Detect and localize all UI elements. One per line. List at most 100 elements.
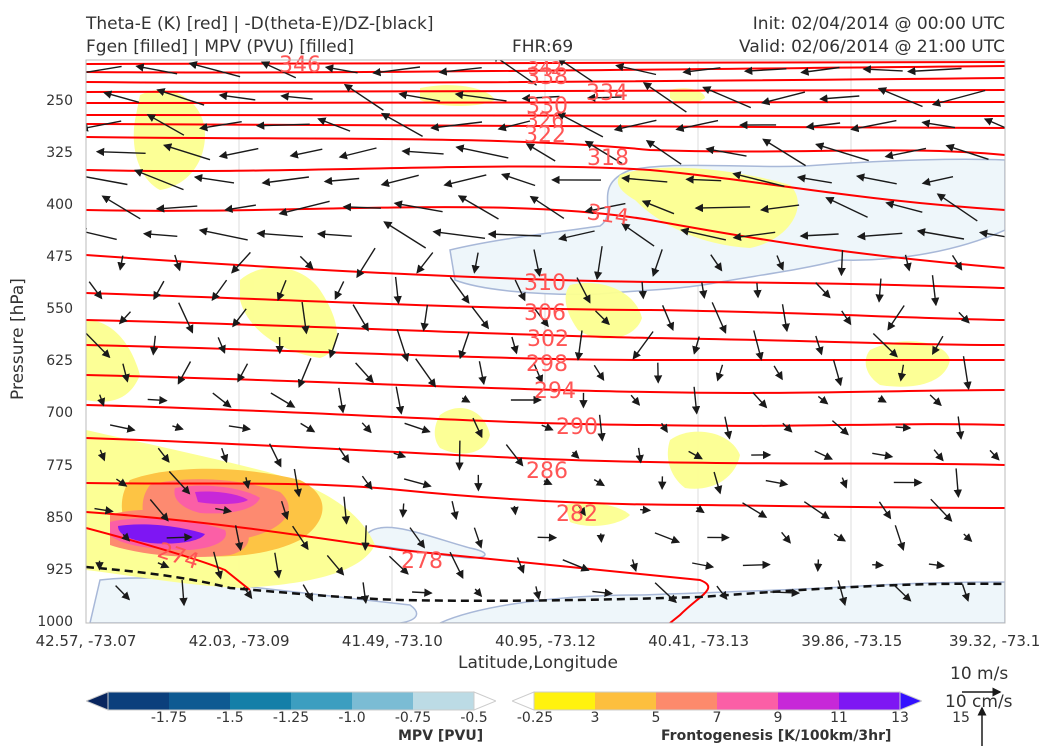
wind-vector — [316, 230, 352, 239]
wind-vector — [562, 559, 590, 572]
theta-e-label-326: 326 — [526, 108, 564, 132]
colorbar-segment — [352, 692, 414, 710]
wind-vector — [337, 387, 346, 414]
y-tick-label: 850 — [46, 509, 73, 526]
wind-vector — [635, 447, 644, 464]
wind-vector — [302, 584, 314, 602]
x-axis-label: Latitude,Longitude — [458, 653, 618, 673]
wind-vector — [592, 588, 613, 597]
x-tick-label: 41.49, -73.10 — [341, 632, 443, 650]
wind-vector — [781, 304, 790, 333]
wind-vector — [800, 66, 840, 76]
wind-vector — [878, 501, 892, 520]
y-tick-label: 400 — [46, 196, 73, 213]
wind-vector — [103, 90, 140, 103]
wind-vector — [317, 117, 351, 132]
wind-vector — [931, 89, 986, 107]
wind-vector — [215, 506, 233, 515]
wind-vector — [641, 200, 675, 215]
wind-vector — [217, 337, 226, 354]
wind-vector — [872, 560, 884, 570]
wind-vector — [661, 305, 675, 331]
wind-vector — [805, 121, 841, 131]
colorbar-segment — [108, 692, 170, 710]
wind-vector — [242, 477, 251, 490]
wind-vector — [782, 422, 793, 433]
wind-vector — [936, 193, 978, 222]
wind-vector — [166, 533, 193, 542]
wind-vector — [815, 335, 824, 356]
theta-e-label-334: 334 — [586, 81, 628, 106]
wind-vector — [688, 450, 703, 460]
colorbar-segment — [717, 692, 779, 710]
wind-vector — [334, 281, 345, 300]
wind-vector — [220, 447, 229, 464]
colorbar-tick-label: -0.25 — [516, 710, 554, 726]
wind-vector — [393, 276, 402, 305]
wind-vector — [638, 281, 647, 300]
wind-vector — [796, 174, 832, 184]
wind-vector — [432, 228, 486, 239]
colorbar-tick-label: 3 — [590, 710, 600, 726]
wind-vector — [710, 254, 723, 272]
wind-vector — [280, 500, 290, 521]
wind-vector — [630, 394, 641, 406]
wind-vector — [443, 174, 487, 188]
wind-vector — [149, 499, 169, 522]
wind-vector — [682, 67, 721, 76]
wind-vector — [695, 504, 705, 514]
colorbar-segment — [534, 692, 596, 710]
colorbar-extend-low — [86, 691, 109, 711]
wind-vector — [765, 479, 789, 488]
wind-vector — [156, 88, 205, 106]
wind-vector — [168, 471, 191, 495]
wind-vector — [837, 580, 848, 606]
y-tick-label: 775 — [46, 457, 73, 474]
plot-frame — [85, 59, 1006, 624]
wind-vector — [356, 247, 376, 279]
wind-vector — [510, 505, 519, 516]
colorbar-segment — [291, 692, 353, 710]
wind-vector — [324, 64, 358, 74]
mpv-colorbar — [86, 691, 496, 711]
theta-e-label-290: 290 — [556, 415, 598, 440]
wind-vector — [301, 301, 310, 335]
wind-vector — [753, 330, 764, 361]
wind-vector — [342, 202, 381, 212]
wind-vector — [326, 554, 345, 576]
wind-vector — [855, 173, 897, 185]
wind-vector — [231, 251, 251, 274]
wind-vector — [533, 362, 544, 384]
wind-vector — [534, 308, 549, 328]
wind-vector — [86, 172, 128, 186]
wind-vector — [825, 196, 868, 218]
wind-vector — [584, 202, 626, 215]
wind-vector — [352, 304, 369, 332]
wind-vector — [450, 501, 459, 521]
y-tick-label: 325 — [46, 144, 73, 161]
colorbar-tick-label: 7 — [712, 710, 722, 726]
wind-vector — [640, 505, 652, 515]
wind-vector — [533, 586, 542, 600]
wind-vector — [86, 228, 117, 241]
wind-vector — [597, 414, 606, 442]
wind-vector — [243, 586, 253, 600]
colorbar-segment — [595, 692, 657, 710]
wind-vector — [289, 148, 323, 159]
wind-vector — [228, 423, 251, 433]
wind-vector — [491, 60, 537, 86]
wind-vector — [711, 302, 727, 334]
wind-vector — [142, 230, 178, 239]
wind-vector — [360, 582, 370, 604]
wind-vector — [300, 422, 316, 433]
wind-vector — [675, 119, 719, 133]
colorbar-tick-label: -1.0 — [338, 710, 366, 726]
wind-vector — [237, 363, 249, 383]
x-tick-label: 40.41, -73.13 — [648, 632, 750, 650]
wind-vector — [338, 147, 377, 160]
theta-e-label-306: 306 — [524, 301, 566, 326]
wind-vector — [388, 555, 409, 575]
wind-vector — [594, 246, 603, 281]
y-tick-label: 475 — [46, 249, 73, 266]
wind-vector — [224, 204, 257, 213]
